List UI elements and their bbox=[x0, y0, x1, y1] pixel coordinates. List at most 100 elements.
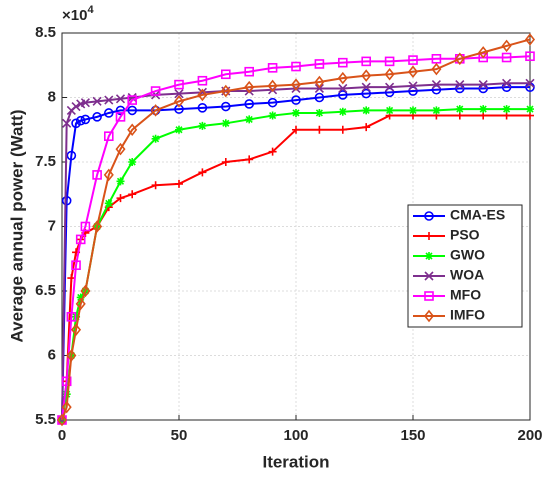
marker bbox=[384, 56, 395, 67]
multiplier-base: ×10 bbox=[62, 7, 87, 24]
marker bbox=[384, 87, 395, 98]
marker bbox=[127, 123, 138, 137]
marker bbox=[501, 39, 512, 53]
marker bbox=[409, 106, 417, 115]
marker bbox=[425, 232, 433, 240]
marker bbox=[314, 75, 325, 89]
marker bbox=[408, 81, 418, 91]
marker bbox=[244, 80, 255, 94]
marker bbox=[221, 69, 231, 80]
marker bbox=[61, 400, 72, 414]
marker bbox=[175, 125, 183, 134]
marker bbox=[197, 103, 208, 113]
y-tick-label: 5.5 bbox=[35, 411, 56, 428]
marker bbox=[244, 99, 254, 109]
x-tick-label: 150 bbox=[400, 427, 425, 444]
marker bbox=[314, 92, 325, 103]
y-tick-label: 6 bbox=[48, 346, 56, 363]
legend-label: WOA bbox=[450, 267, 484, 283]
marker bbox=[431, 80, 441, 90]
marker bbox=[128, 158, 137, 166]
marker bbox=[361, 88, 372, 99]
marker bbox=[197, 75, 208, 86]
marker bbox=[431, 53, 442, 64]
marker bbox=[92, 96, 102, 106]
y-tick-label: 8.5 bbox=[35, 24, 56, 41]
marker bbox=[407, 65, 419, 78]
marker bbox=[314, 83, 324, 94]
marker bbox=[408, 55, 418, 65]
marker bbox=[245, 115, 254, 124]
marker bbox=[292, 108, 300, 117]
marker bbox=[62, 390, 71, 399]
legend-label: PSO bbox=[450, 227, 480, 243]
marker bbox=[361, 82, 371, 92]
marker bbox=[423, 309, 435, 323]
marker bbox=[362, 123, 371, 132]
marker bbox=[385, 106, 394, 115]
marker bbox=[502, 105, 511, 114]
marker bbox=[66, 311, 77, 322]
marker bbox=[525, 51, 535, 62]
marker bbox=[61, 376, 72, 387]
marker bbox=[221, 158, 230, 166]
marker bbox=[151, 134, 160, 143]
marker bbox=[104, 95, 114, 105]
marker bbox=[291, 95, 301, 105]
marker bbox=[315, 108, 324, 117]
marker bbox=[92, 112, 102, 122]
y-axis-label: Average annual power (Watt) bbox=[7, 110, 26, 343]
marker bbox=[115, 142, 126, 156]
marker bbox=[408, 86, 418, 96]
marker bbox=[127, 92, 137, 103]
marker bbox=[221, 101, 231, 112]
marker bbox=[104, 108, 114, 118]
marker bbox=[71, 323, 82, 336]
marker bbox=[115, 112, 126, 122]
marker bbox=[128, 190, 137, 199]
marker bbox=[292, 125, 300, 134]
marker bbox=[104, 131, 114, 141]
marker bbox=[337, 71, 348, 85]
marker bbox=[80, 284, 91, 298]
marker bbox=[431, 84, 442, 95]
marker bbox=[502, 78, 512, 88]
marker bbox=[71, 101, 81, 112]
marker bbox=[92, 170, 102, 180]
marker bbox=[314, 59, 325, 69]
marker bbox=[337, 57, 348, 68]
legend: CMA-ES PSO GWO WOA MFO IMFO bbox=[407, 204, 523, 328]
marker bbox=[526, 105, 534, 114]
marker bbox=[315, 125, 324, 134]
marker bbox=[524, 33, 536, 46]
marker bbox=[337, 90, 348, 100]
legend-label: MFO bbox=[450, 287, 481, 303]
marker bbox=[115, 94, 126, 104]
marker bbox=[245, 155, 254, 164]
marker bbox=[268, 147, 277, 156]
y-multiplier: ×104 bbox=[62, 4, 94, 24]
marker bbox=[151, 181, 160, 190]
marker bbox=[127, 105, 137, 116]
marker bbox=[80, 221, 91, 232]
marker bbox=[338, 83, 348, 94]
marker bbox=[501, 52, 512, 63]
x-tick-label: 200 bbox=[517, 427, 542, 444]
marker bbox=[384, 67, 395, 81]
marker bbox=[173, 95, 185, 108]
y-tick-label: 6.5 bbox=[35, 282, 56, 299]
marker bbox=[455, 105, 464, 114]
plot-frame bbox=[61, 32, 531, 421]
marker bbox=[479, 105, 488, 114]
marker bbox=[80, 98, 90, 108]
marker bbox=[127, 95, 137, 105]
marker bbox=[244, 66, 254, 77]
marker bbox=[75, 297, 86, 311]
marker bbox=[174, 79, 184, 90]
marker bbox=[291, 61, 301, 72]
marker bbox=[174, 89, 184, 99]
marker bbox=[290, 78, 302, 91]
marker bbox=[150, 104, 161, 117]
y-tick-label: 7 bbox=[48, 217, 56, 234]
marker bbox=[103, 168, 114, 182]
